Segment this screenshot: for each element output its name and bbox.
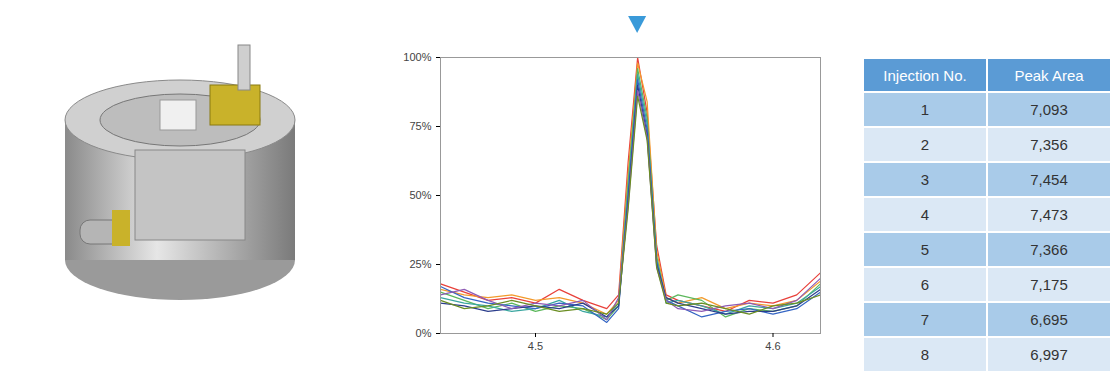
svg-text:25%: 25% xyxy=(409,258,431,270)
html-text:8: 8 xyxy=(920,346,930,363)
html-text:6,695: 6,695 xyxy=(1030,311,1068,328)
svg-text:100%: 100% xyxy=(403,51,431,63)
html-text:7,175: 7,175 xyxy=(1030,276,1068,293)
html-text:7: 7 xyxy=(920,311,930,328)
html-text:3: 3 xyxy=(920,171,930,188)
html-text:Injection No.: Injection No. xyxy=(883,66,967,84)
html-text:7,356: 7,356 xyxy=(1030,136,1068,153)
svg-text:50%: 50% xyxy=(409,189,431,201)
html-text:6,997: 6,997 xyxy=(1030,346,1068,363)
svg-text:0%: 0% xyxy=(416,327,432,339)
html-text:7,366: 7,366 xyxy=(1030,241,1068,258)
html-text:7,093: 7,093 xyxy=(1030,101,1068,118)
html-text:2: 2 xyxy=(920,136,930,153)
html-text:4: 4 xyxy=(920,206,930,223)
html-text:5: 5 xyxy=(920,241,930,258)
html-text:7,473: 7,473 xyxy=(1030,206,1068,223)
html-text:Peak Area: Peak Area xyxy=(1014,66,1084,84)
html-text:7,454: 7,454 xyxy=(1030,171,1068,188)
svg-text:4.5: 4.5 xyxy=(528,340,543,352)
html-text:1: 1 xyxy=(920,101,930,118)
svg-text:75%: 75% xyxy=(409,120,431,132)
svg-text:4.6: 4.6 xyxy=(765,340,780,352)
html-text:6: 6 xyxy=(920,276,930,293)
